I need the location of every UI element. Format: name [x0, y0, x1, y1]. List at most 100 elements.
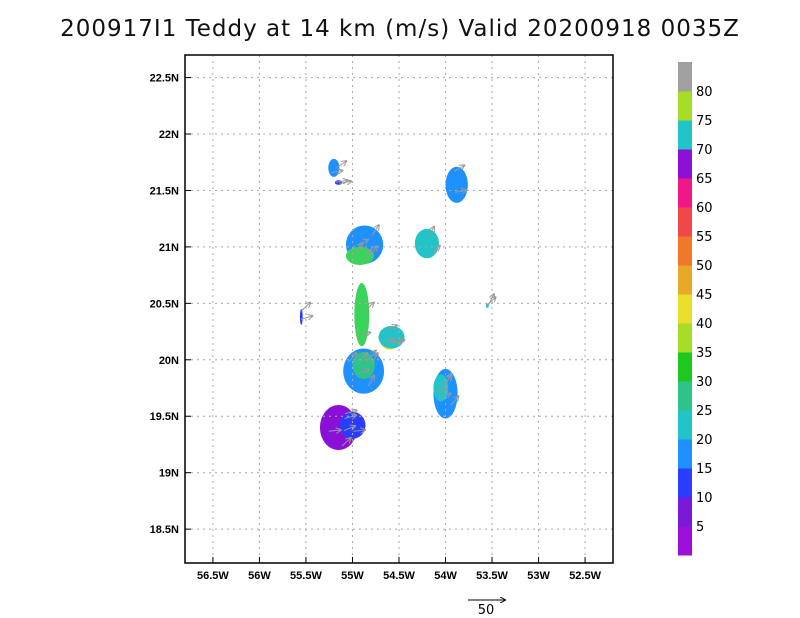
wind-vector [359, 353, 367, 363]
x-tick-label: 53.5W [476, 570, 508, 582]
y-tick-label: 22N [159, 129, 179, 141]
wind-vector [439, 394, 450, 399]
blob-center-arc [354, 283, 370, 347]
colorbar: 5 10 15 20 25 30 35 40 45 50 55 60 65 70 75 80 [678, 62, 713, 556]
colorbar-label: 10 [696, 491, 713, 506]
x-tick-label: 54.5W [383, 570, 415, 582]
wind-vector [328, 430, 341, 431]
wind-vector [358, 332, 371, 335]
x-tick-label: 53W [527, 570, 550, 582]
wind-vector [443, 376, 452, 386]
wind-vector [371, 353, 377, 364]
wind-vector [300, 316, 313, 319]
chart-title: 200917I1 Teddy at 14 km (m/s) Valid 2020… [60, 16, 740, 42]
y-tick-label: 20N [159, 355, 179, 367]
y-tick-label: 21N [159, 242, 179, 254]
y-tick-label: 19.5N [150, 411, 179, 423]
wind-vector [353, 430, 365, 431]
colorbar-segment [678, 410, 692, 440]
colorbar-segment [678, 323, 692, 353]
y-tick-label: 21.5N [150, 185, 179, 197]
blob-center-cyan [378, 325, 405, 349]
blob-south-east-teal [433, 374, 449, 402]
wind-vector [454, 190, 467, 192]
wind-vector [344, 410, 357, 413]
wind-vector [301, 303, 310, 312]
colorbar-label: 65 [696, 172, 713, 187]
wind-vector [348, 353, 356, 363]
x-tick-label: 55.5W [290, 570, 322, 582]
colorbar-label: 20 [696, 433, 713, 448]
blob-north-east [414, 228, 440, 259]
colorbar-label: 60 [696, 201, 713, 216]
wind-vector [341, 438, 351, 447]
latitude-axis: 18.5N 19N 19.5N 20N 20.5N 21N 21.5N 22N 22.5N [150, 73, 191, 536]
colorbar-label: 75 [696, 114, 713, 129]
wind-vectors [300, 161, 496, 447]
wind-vector [357, 369, 369, 375]
x-tick-label: 52.5W [569, 570, 601, 582]
colorbar-segment [678, 207, 692, 237]
colorbar-segment [678, 91, 692, 121]
wind-vector [364, 250, 371, 261]
colorbar-segment [678, 236, 692, 266]
lat-lon-grid [185, 55, 613, 563]
wind-vector [370, 246, 377, 257]
colorbar-label: 30 [696, 375, 713, 390]
colorbar-segment [678, 62, 692, 92]
reference-vector: 50 [468, 600, 505, 618]
wind-vector [428, 227, 434, 238]
wind-vector [385, 325, 397, 331]
blob-ne [445, 166, 468, 203]
wind-vector [368, 376, 373, 387]
longitude-axis: 56.5W 56W 55.5W 55W 54.5W 54W 53.5W 53W 52.5W [197, 557, 602, 582]
colorbar-segment [678, 352, 692, 382]
x-tick-label: 54W [434, 570, 457, 582]
wind-vector [450, 396, 459, 406]
colorbar-segment [678, 120, 692, 150]
wind-vector [343, 426, 355, 432]
x-tick-label: 56.5W [197, 570, 229, 582]
colorbar-label: 5 [696, 520, 704, 535]
colorbar-label: 40 [696, 317, 713, 332]
y-tick-label: 22.5N [150, 73, 179, 85]
colorbar-label: 25 [696, 404, 713, 419]
wind-vector [435, 387, 447, 393]
x-tick-label: 55W [341, 570, 364, 582]
blob-north-center-green [345, 246, 374, 265]
colorbar-segment [678, 149, 692, 179]
colorbar-segment [678, 526, 692, 556]
y-tick-label: 19N [159, 468, 179, 480]
wind-vector [364, 303, 374, 312]
colorbar-segment [678, 468, 692, 498]
wind-vector [335, 180, 348, 182]
wind-vector [330, 171, 343, 173]
wind-vector [486, 297, 496, 306]
colorbar-label: 50 [696, 259, 713, 274]
colorbar-label: 55 [696, 230, 713, 245]
blob-nw-small [328, 158, 340, 177]
colorbar-segment [678, 265, 692, 295]
wind-vector [336, 161, 346, 169]
colorbar-label: 45 [696, 288, 713, 303]
x-tick-label: 56W [248, 570, 271, 582]
colorbar-label: 35 [696, 346, 713, 361]
blob-west-bar [299, 309, 303, 325]
colorbar-segment [678, 178, 692, 208]
colorbar-label: 80 [696, 85, 713, 100]
wind-speed-shading [299, 158, 489, 451]
reference-vector-label: 50 [478, 603, 495, 618]
colorbar-label: 70 [696, 143, 713, 158]
wind-vector [487, 294, 494, 306]
colorbar-segment [678, 439, 692, 469]
colorbar-segment [678, 497, 692, 527]
wind-vector [355, 243, 363, 254]
y-tick-label: 18.5N [150, 524, 179, 536]
colorbar-segment [678, 381, 692, 411]
wind-vector [390, 341, 403, 342]
wind-vector [382, 340, 394, 341]
wind-vector [453, 165, 464, 172]
y-tick-label: 20.5N [150, 298, 179, 310]
colorbar-label: 15 [696, 462, 713, 477]
